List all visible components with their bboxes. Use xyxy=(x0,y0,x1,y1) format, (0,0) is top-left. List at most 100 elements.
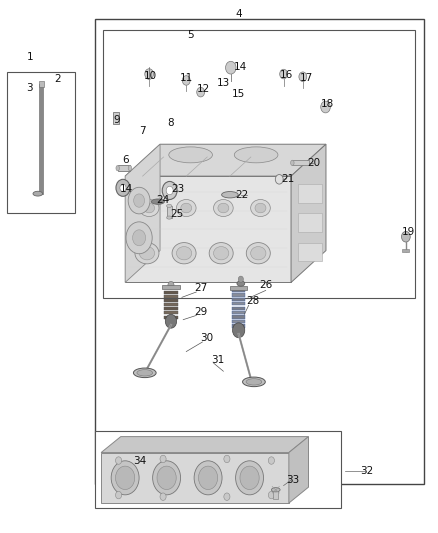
Circle shape xyxy=(240,466,259,489)
Bar xyxy=(164,308,177,310)
Circle shape xyxy=(133,230,146,246)
Text: 10: 10 xyxy=(144,71,156,81)
Ellipse shape xyxy=(137,369,152,376)
Text: 9: 9 xyxy=(113,115,120,125)
Ellipse shape xyxy=(246,243,270,264)
Polygon shape xyxy=(125,144,326,176)
Ellipse shape xyxy=(251,247,266,260)
Ellipse shape xyxy=(169,147,212,163)
Circle shape xyxy=(402,231,410,242)
Polygon shape xyxy=(289,437,308,503)
Circle shape xyxy=(299,72,307,82)
Ellipse shape xyxy=(272,488,280,492)
Ellipse shape xyxy=(255,203,266,213)
Text: 3: 3 xyxy=(26,83,32,93)
Text: 24: 24 xyxy=(156,195,170,205)
Ellipse shape xyxy=(166,216,172,219)
Text: 1: 1 xyxy=(27,52,34,61)
Bar xyxy=(39,82,44,87)
Text: 28: 28 xyxy=(247,296,260,306)
Polygon shape xyxy=(125,176,291,282)
Circle shape xyxy=(280,69,288,79)
Ellipse shape xyxy=(218,203,229,213)
Circle shape xyxy=(233,323,245,338)
Circle shape xyxy=(226,61,236,74)
Circle shape xyxy=(276,174,283,184)
Ellipse shape xyxy=(290,160,294,165)
Bar xyxy=(298,184,322,203)
Ellipse shape xyxy=(128,165,132,171)
Circle shape xyxy=(224,455,230,463)
Ellipse shape xyxy=(214,199,233,216)
Circle shape xyxy=(236,461,264,495)
Ellipse shape xyxy=(172,243,196,264)
Circle shape xyxy=(162,181,177,199)
Ellipse shape xyxy=(246,378,262,385)
Bar xyxy=(232,324,245,328)
Circle shape xyxy=(197,87,205,97)
Bar xyxy=(273,489,279,499)
Ellipse shape xyxy=(116,165,120,171)
Ellipse shape xyxy=(177,199,196,216)
Text: 12: 12 xyxy=(197,84,210,94)
Bar xyxy=(232,298,245,301)
Polygon shape xyxy=(291,144,326,282)
Circle shape xyxy=(182,76,190,85)
Polygon shape xyxy=(101,453,289,503)
Ellipse shape xyxy=(177,247,192,260)
Text: 34: 34 xyxy=(133,456,146,465)
Ellipse shape xyxy=(144,203,155,213)
Circle shape xyxy=(268,491,275,499)
Circle shape xyxy=(194,461,222,495)
Ellipse shape xyxy=(151,199,164,204)
Circle shape xyxy=(321,101,330,113)
Text: 23: 23 xyxy=(171,184,184,195)
Ellipse shape xyxy=(222,191,238,198)
Text: 13: 13 xyxy=(217,78,230,88)
Bar xyxy=(298,213,322,232)
Ellipse shape xyxy=(214,247,229,260)
Bar xyxy=(103,30,416,298)
Text: 11: 11 xyxy=(180,73,193,83)
Bar xyxy=(95,19,424,484)
Bar xyxy=(232,306,245,310)
Circle shape xyxy=(168,281,174,289)
Text: 14: 14 xyxy=(233,62,247,72)
Bar xyxy=(95,431,341,508)
Text: 33: 33 xyxy=(286,475,299,485)
Text: 6: 6 xyxy=(122,155,128,165)
Bar xyxy=(113,112,120,124)
Circle shape xyxy=(116,466,135,489)
Bar xyxy=(232,311,245,314)
Circle shape xyxy=(111,461,139,495)
Bar xyxy=(118,165,130,171)
Ellipse shape xyxy=(209,243,233,264)
Text: 8: 8 xyxy=(168,118,174,128)
Circle shape xyxy=(165,314,177,328)
Text: 19: 19 xyxy=(402,227,416,237)
Ellipse shape xyxy=(234,147,278,163)
Bar xyxy=(164,299,177,302)
Ellipse shape xyxy=(33,191,42,196)
Circle shape xyxy=(116,457,122,464)
Bar xyxy=(232,320,245,323)
Text: 32: 32 xyxy=(360,466,373,476)
Text: 5: 5 xyxy=(187,30,194,41)
Circle shape xyxy=(160,455,166,463)
Text: 15: 15 xyxy=(232,88,245,99)
Bar xyxy=(164,311,177,314)
Polygon shape xyxy=(101,437,308,453)
Text: 26: 26 xyxy=(259,280,272,290)
Text: 14: 14 xyxy=(120,184,133,195)
Circle shape xyxy=(224,493,230,500)
Circle shape xyxy=(116,491,122,499)
Bar xyxy=(164,316,177,319)
Ellipse shape xyxy=(139,247,155,260)
Ellipse shape xyxy=(139,199,159,216)
Circle shape xyxy=(198,466,218,489)
Text: 25: 25 xyxy=(170,209,183,220)
Text: 29: 29 xyxy=(194,306,207,317)
Bar xyxy=(164,290,177,294)
Circle shape xyxy=(134,194,145,207)
Text: 30: 30 xyxy=(200,333,213,343)
